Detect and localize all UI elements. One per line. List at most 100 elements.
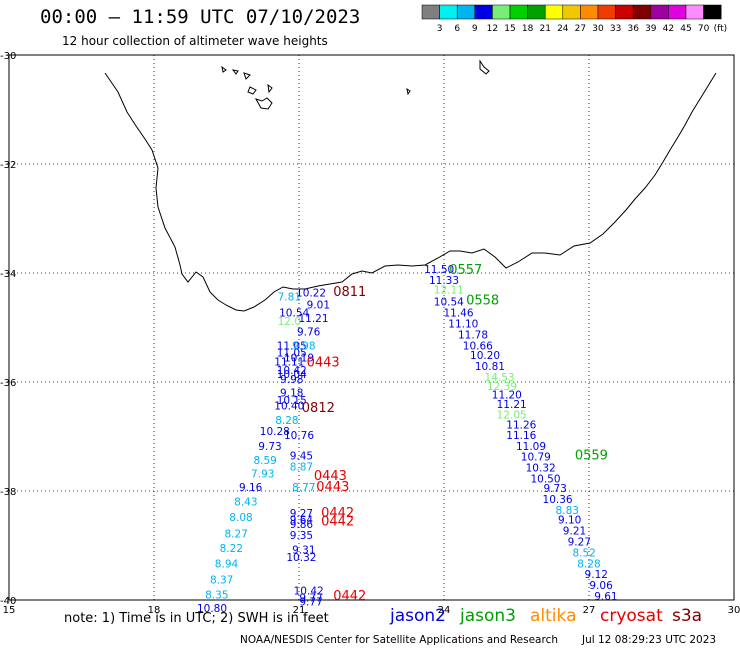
wave-height-value: 8.22 bbox=[220, 543, 243, 555]
satellite-jason2: jason2 bbox=[390, 606, 446, 626]
pass-time-label: 0557 bbox=[449, 263, 482, 278]
pass-time-label: 0559 bbox=[575, 448, 608, 463]
pass-time-labels: 0811044308120443044304420442044205570558… bbox=[302, 263, 608, 604]
lon-tick-label: 27 bbox=[583, 605, 596, 616]
colorbar-tick: 3 bbox=[437, 24, 443, 34]
colorbar-tick: 70 bbox=[698, 24, 710, 34]
wave-height-value: 12.39 bbox=[487, 381, 517, 393]
wave-height-value: 14.53 bbox=[485, 372, 515, 384]
colorbar-tick: 9 bbox=[472, 24, 478, 34]
wave-height-value: 9.45 bbox=[290, 450, 313, 462]
colorbar-swatch bbox=[668, 4, 687, 20]
wave-height-value: 9.10 bbox=[558, 515, 581, 527]
colorbar-tick: 12 bbox=[487, 24, 498, 34]
pass-time-label: 0442 bbox=[333, 589, 366, 604]
wave-height-value: 10.22 bbox=[296, 287, 326, 299]
colorbar-tick: 36 bbox=[627, 24, 639, 34]
colorbar-unit: (ft) bbox=[714, 24, 728, 34]
colorbar-tick: 30 bbox=[592, 24, 604, 34]
colorbar-swatch bbox=[474, 4, 493, 20]
wave-height-value: 8.43 bbox=[234, 497, 257, 509]
wave-height-value: 8.59 bbox=[253, 455, 276, 467]
colorbar-swatch bbox=[421, 4, 440, 20]
wave-height-value: 9.01 bbox=[307, 299, 330, 311]
colorbar-tick: 45 bbox=[680, 24, 691, 34]
lat-tick-label: -36 bbox=[0, 378, 16, 389]
satellite-jason3: jason3 bbox=[460, 606, 516, 626]
satellite-s3a: s3a bbox=[672, 606, 703, 626]
lat-tick-label: -30 bbox=[0, 51, 16, 62]
colorbar-swatch bbox=[615, 4, 634, 20]
wave-height-value: 9.76 bbox=[297, 327, 321, 339]
colorbar-swatch bbox=[544, 4, 564, 20]
wave-height-value: 9.77 bbox=[299, 593, 322, 605]
axis-labels: 15 18 21 24 27 30 -30 -32 -34 -36 -38 -40 bbox=[0, 51, 740, 616]
wave-height-value: 10.04 bbox=[277, 369, 307, 381]
satellite-cryosat: cryosat bbox=[600, 606, 663, 626]
plot-frame bbox=[8, 54, 735, 601]
wave-height-value: 8.27 bbox=[224, 528, 247, 540]
colorbar-tick: 42 bbox=[663, 24, 674, 34]
colorbar-swatch bbox=[685, 4, 704, 20]
wave-height-value: 8.35 bbox=[205, 589, 228, 601]
colorbar-tick: 39 bbox=[645, 24, 657, 34]
lat-tick-label: -38 bbox=[0, 487, 16, 498]
wave-height-value: 9.27 bbox=[568, 537, 591, 549]
wave-height-value: 8.77 bbox=[292, 482, 315, 494]
wave-height-value: 9.64 bbox=[290, 515, 314, 527]
lon-tick-label: 15 bbox=[3, 605, 16, 616]
wave-height-value: 9.31 bbox=[292, 545, 315, 557]
wave-height-value: 10.50 bbox=[530, 473, 560, 485]
wave-height-value: 11.11 bbox=[274, 357, 304, 369]
wave-height-value: 10.32 bbox=[526, 462, 556, 474]
wave-height-value: 11.20 bbox=[492, 389, 522, 401]
wave-height-value: 11.10 bbox=[448, 319, 478, 331]
lon-tick-label: 18 bbox=[148, 605, 161, 616]
colorbar-swatch bbox=[439, 4, 458, 20]
wave-height-value: 9.21 bbox=[563, 526, 586, 538]
page-title: 00:00 – 11:59 UTC 07/10/2023 bbox=[40, 6, 361, 28]
wave-height-value: 8.28 bbox=[275, 415, 298, 427]
wave-height-value: 8.28 bbox=[577, 558, 600, 570]
colorbar-tick: 6 bbox=[454, 24, 460, 34]
wave-height-value: 10.81 bbox=[475, 361, 505, 373]
lon-tick-label: 30 bbox=[728, 605, 740, 616]
colorbar-legend: 3 6 9 12 15 18 21 24 27 30 33 36 39 42 45 70 (ft) bbox=[421, 4, 728, 34]
credit-line: NOAA/NESDIS Center for Satellite Applica… bbox=[240, 634, 558, 646]
wave-height-value: 10.20 bbox=[470, 350, 500, 362]
wave-height-value: 10.32 bbox=[286, 552, 316, 564]
wave-height-value: 9.35 bbox=[290, 530, 313, 542]
wave-height-value: 9.16 bbox=[239, 482, 263, 494]
wave-height-value: 11.05 bbox=[277, 347, 307, 359]
wave-height-value: 7.93 bbox=[251, 468, 274, 480]
wave-height-value: 11.09 bbox=[516, 441, 546, 453]
wave-height-value: 10.15 bbox=[277, 395, 307, 407]
colorbar-swatch bbox=[456, 4, 476, 20]
coastline bbox=[104, 72, 717, 312]
colorbar-tick: 15 bbox=[504, 24, 515, 34]
colorbar-tick: 24 bbox=[557, 24, 569, 34]
wave-height-value: 11.21 bbox=[298, 313, 328, 325]
wave-height-value: 8.52 bbox=[572, 547, 595, 559]
wave-height-value: 11.50 bbox=[424, 264, 454, 276]
wave-height-value: 11.78 bbox=[458, 329, 488, 341]
wave-height-value: 11.16 bbox=[506, 430, 536, 442]
wave-height-value: 10.42 bbox=[277, 365, 307, 377]
wave-height-value: 10.28 bbox=[260, 426, 290, 438]
wave-height-value: 8.87 bbox=[290, 461, 313, 473]
pass-time-label: 0558 bbox=[466, 294, 499, 309]
grid-lines bbox=[9, 55, 734, 600]
pass-time-label: 0442 bbox=[321, 514, 354, 529]
wave-height-value: 10.76 bbox=[284, 430, 314, 442]
wave-height-value: 11.33 bbox=[429, 275, 459, 287]
footer-note: note: 1) Time is in UTC; 2) SWH is in fe… bbox=[64, 611, 329, 626]
pass-time-label: 0442 bbox=[321, 506, 354, 521]
colorbar-swatch bbox=[597, 4, 616, 20]
wave-height-value: 9.18 bbox=[280, 388, 303, 400]
lat-tick-label: -32 bbox=[0, 160, 16, 171]
wave-height-value: 8.37 bbox=[210, 575, 233, 587]
wave-height-value: 9.12 bbox=[585, 569, 608, 581]
wave-height-value: 9.86 bbox=[290, 519, 314, 531]
satellite-altika: altika bbox=[530, 606, 577, 626]
